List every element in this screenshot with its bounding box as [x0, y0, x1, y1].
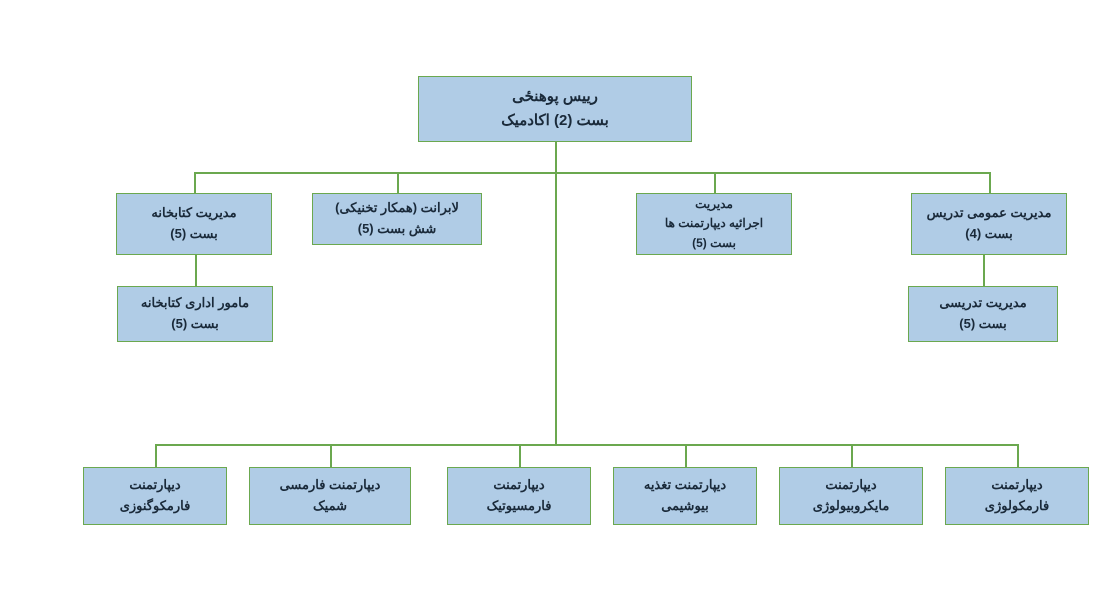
root-line1: رییس پوهنځی: [512, 85, 598, 109]
conn: [555, 172, 557, 444]
label: لابرانت (همکار تخنیکی): [335, 198, 459, 219]
node-dept-admin: مدیریت اجرائیه دیپارتمنت ها بست (5): [636, 193, 792, 255]
label: فارمکولوژی: [985, 496, 1049, 517]
dept-pharmacognosy: دیپارتمنت فارمکوگنوزی: [83, 467, 227, 525]
conn: [330, 444, 332, 467]
node-laborant: لابرانت (همکار تخنیکی) شش بست (5): [312, 193, 482, 245]
conn: [983, 255, 985, 286]
label: بست (5): [170, 224, 218, 245]
conn: [155, 444, 157, 467]
conn: [194, 172, 196, 193]
label: دیپارتمنت: [129, 475, 180, 496]
node-library: مدیریت کتابخانه بست (5): [116, 193, 272, 255]
label: مدیریت عمومی تدریس: [927, 203, 1052, 224]
dept-pharmacology: دیپارتمنت فارمکولوژی: [945, 467, 1089, 525]
conn: [851, 444, 853, 467]
conn: [155, 444, 1017, 446]
dept-biochemistry: دیپارتمنت تغذیه بیوشیمی: [613, 467, 757, 525]
conn: [714, 172, 716, 193]
conn: [685, 444, 687, 467]
label: دیپارتمنت: [991, 475, 1042, 496]
label: مدیریت کتابخانه: [151, 203, 236, 224]
label: مدیریت تدریسی: [939, 293, 1026, 314]
node-library-officer: مامور اداری کتابخانه بست (5): [117, 286, 273, 342]
dept-microbiology: دیپارتمنت مایکروبیولوژی: [779, 467, 923, 525]
conn: [195, 255, 197, 286]
conn: [555, 142, 557, 172]
label: مدیریت: [695, 195, 733, 214]
label: اجرائیه دیپارتمنت ها: [665, 214, 763, 233]
node-teaching-general: مدیریت عمومی تدریس بست (4): [911, 193, 1067, 255]
conn: [194, 172, 989, 174]
dept-pharm-chem: دیپارتمنت فارمسی شمیک: [249, 467, 411, 525]
label: مامور اداری کتابخانه: [141, 293, 249, 314]
label: دیپارتمنت تغذیه: [644, 475, 726, 496]
dept-pharmaceutics: دیپارتمنت فارمسیوتیک: [447, 467, 591, 525]
conn: [397, 172, 399, 193]
label: دیپارتمنت: [493, 475, 544, 496]
label: فارمسیوتیک: [487, 496, 552, 517]
label: مایکروبیولوژی: [813, 496, 890, 517]
label: بیوشیمی: [661, 496, 708, 517]
label: بست (5): [959, 314, 1007, 335]
label: فارمکوگنوزی: [120, 496, 191, 517]
node-teaching: مدیریت تدریسی بست (5): [908, 286, 1058, 342]
root-node: رییس پوهنځی بست (2) اکادمیک: [418, 76, 692, 142]
label: شش بست (5): [358, 219, 437, 240]
label: دیپارتمنت فارمسی: [280, 475, 381, 496]
label: بست (5): [692, 234, 736, 253]
conn: [519, 444, 521, 467]
label: دیپارتمنت: [825, 475, 876, 496]
label: شمیک: [313, 496, 347, 517]
conn: [1017, 444, 1019, 467]
root-line2: بست (2) اکادمیک: [501, 109, 609, 133]
label: بست (4): [965, 224, 1013, 245]
conn: [989, 172, 991, 193]
label: بست (5): [171, 314, 219, 335]
